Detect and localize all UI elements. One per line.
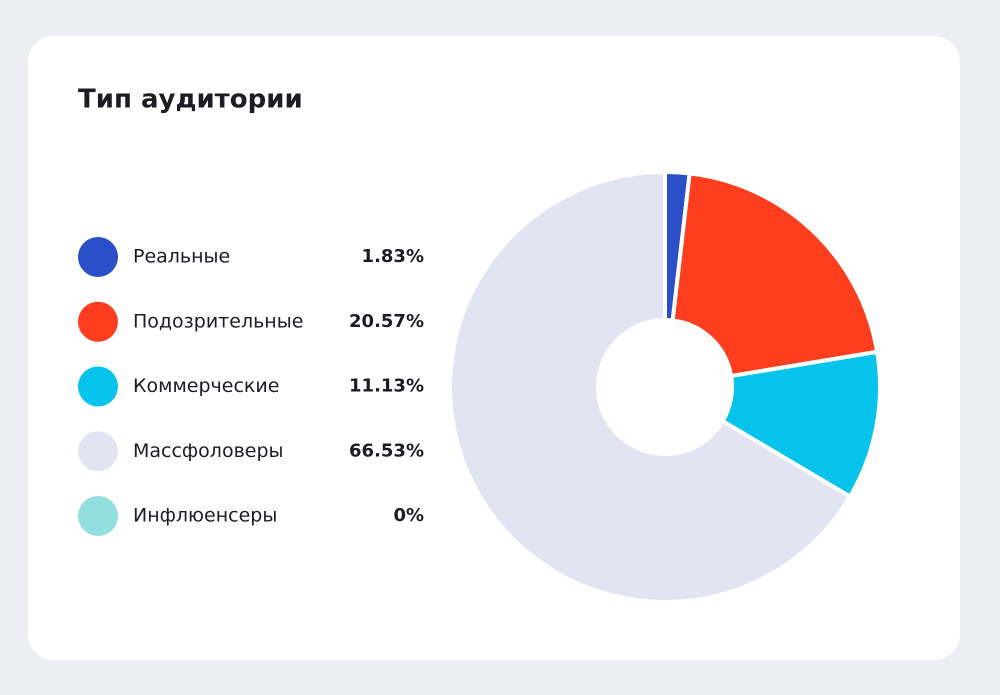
legend-label: Массфоловеры — [133, 440, 284, 462]
legend-swatch — [78, 301, 118, 342]
pie-slice — [448, 170, 852, 604]
pie-slice — [670, 171, 880, 379]
value-label: 0% — [393, 505, 424, 526]
legend-swatch — [78, 237, 118, 277]
value-label: 66.53% — [349, 440, 424, 461]
legend-swatch — [78, 366, 118, 407]
value-label: 1.83% — [362, 246, 424, 267]
legend-swatch — [78, 496, 118, 536]
legend-label: Реальные — [133, 246, 230, 268]
pie-slice — [720, 349, 883, 499]
legend-swatch — [78, 431, 118, 472]
legend-label: Инфлюенсеры — [133, 505, 277, 527]
legend-label: Коммерческие — [133, 375, 279, 397]
value-label: 20.57% — [349, 311, 424, 332]
chart-title: Тип аудитории — [78, 85, 303, 115]
value-label: 11.13% — [349, 376, 424, 397]
legend-label: Подозрительные — [133, 310, 303, 332]
